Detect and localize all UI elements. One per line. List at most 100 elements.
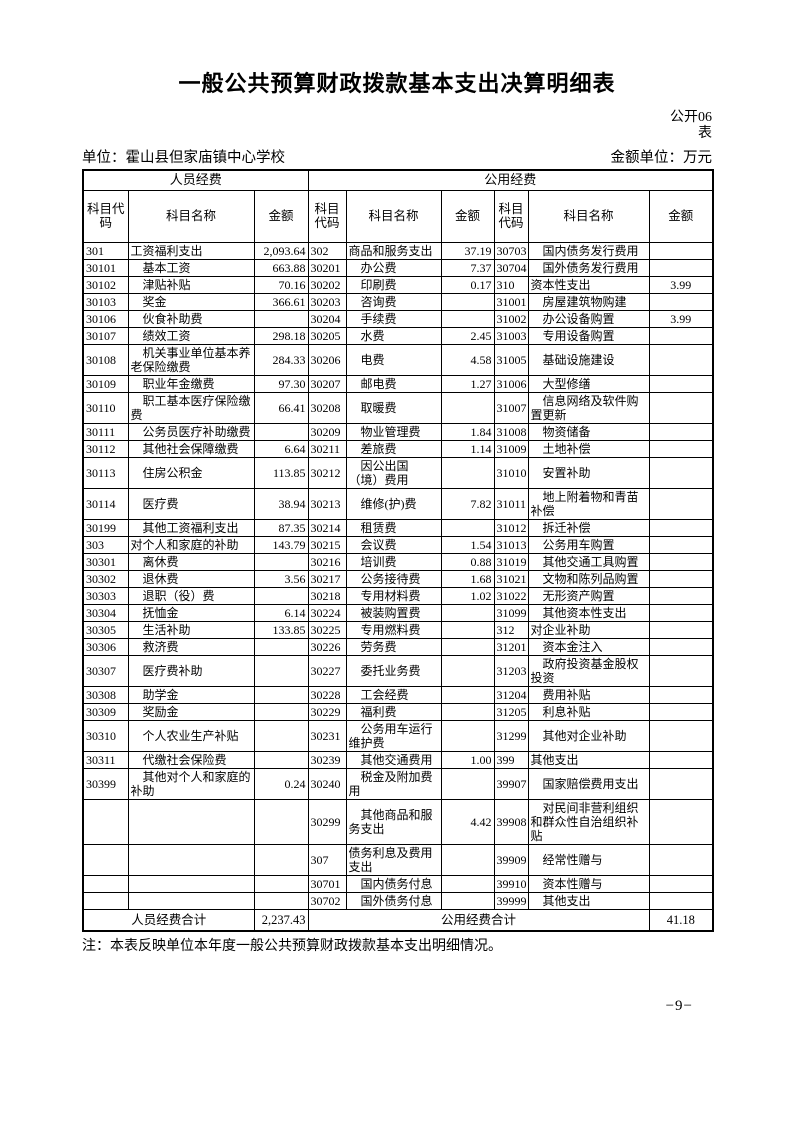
cell-name: 商品和服务支出 [345,241,442,260]
table-row: 30110 职工基本医疗保险缴费 66.41 30208 取暖费 31007 信息网络及软件… [82,391,714,424]
cell-amount: 133.85 [253,620,309,639]
cell-name: 其他资本性支出 [527,603,650,622]
cell-amount [648,343,714,376]
cell-code: 31007 [493,391,529,424]
cell-code: 30211 [307,439,347,458]
cell-name: 医疗费补助 [127,654,255,687]
table-group-header-row: 人员经费 公用经费 [82,169,714,191]
cell-amount: 6.64 [253,439,309,458]
cell-code: 30307 [82,654,129,687]
table-row: 30106 伙食补助费 30204 手续费 31002 办公设备购置 3.99 [82,309,714,328]
cell-code: 39907 [493,767,529,800]
cell-amount: 97.30 [253,374,309,393]
cell-amount: 3.99 [648,275,714,294]
cell-code: 30299 [307,798,347,845]
cell-name: 退职（役）费 [127,586,255,605]
cell-code: 31003 [493,326,529,345]
cell-amount [440,309,495,328]
table-row: 307 债务利息及费用支出 39909 经常性赠与 [82,843,714,876]
cell-code: 30240 [307,767,347,800]
cell-name: 其他商品和服务支出 [345,798,442,845]
table-row: 30102 津贴补贴 70.16 30202 印刷费 0.17 310 资本性支出 3.99 [82,275,714,294]
cell-name: 资本金注入 [527,637,650,656]
table-row: 30303 退职（役）费 30218 专用材料费 1.02 31022 无形资产购置 [82,586,714,605]
cell-amount: 3.99 [648,309,714,328]
cell-amount [440,637,495,656]
cell-amount: 1.02 [440,586,495,605]
table-row: 30301 离休费 30216 培训费 0.88 31019 其他交通工具购置 [82,552,714,571]
cell-code [82,874,129,893]
cell-code: 30399 [82,767,129,800]
cell-amount [253,798,309,845]
cell-amount [648,874,714,893]
group-header-public: 公用经费 [307,169,714,191]
cell-amount: 284.33 [253,343,309,376]
cell-name: 其他支出 [527,891,650,910]
cell-amount [253,309,309,328]
cell-code: 31204 [493,685,529,704]
cell-amount [253,637,309,656]
cell-name: 培训费 [345,552,442,571]
table-row: 30114 医疗费 38.94 30213 维修(护)费 7.82 31011 地上附着物和青… [82,487,714,520]
cell-name: 土地补偿 [527,439,650,458]
cell-name: 其他对个人和家庭的补助 [127,767,255,800]
cell-amount [648,292,714,311]
cell-name: 其他社会保障缴费 [127,439,255,458]
cell-code: 31011 [493,487,529,520]
cell-amount [648,750,714,769]
cell-amount: 1.84 [440,422,495,441]
table-row: 30112 其他社会保障缴费 6.64 30211 差旅费 1.14 31009 土地补偿 [82,439,714,458]
cell-name: 代缴社会保险费 [127,750,255,769]
cell-name: 经常性赠与 [527,843,650,876]
cell-code: 30214 [307,518,347,537]
cell-amount: 1.68 [440,569,495,588]
cell-code: 30101 [82,258,129,277]
table-row: 30199 其他工资福利支出 87.35 30214 租赁费 31012 拆迁补偿 [82,518,714,537]
table-row: 30399 其他对个人和家庭的补助 0.24 30240 税金及附加费用 39907 国家赔… [82,767,714,800]
cell-code: 30227 [307,654,347,687]
cell-name: 公务接待费 [345,569,442,588]
cell-name: 咨询费 [345,292,442,311]
cell-amount [253,685,309,704]
cell-amount [440,620,495,639]
cell-code: 30103 [82,292,129,311]
cell-name: 邮电费 [345,374,442,393]
cell-name: 基础设施建设 [527,343,650,376]
cell-amount [440,843,495,876]
doc-code-line2: 表 [698,126,712,141]
cell-code: 30213 [307,487,347,520]
col-header-code: 科目代码 [82,189,129,243]
cell-code: 31019 [493,552,529,571]
cell-code: 30311 [82,750,129,769]
cell-code: 30102 [82,275,129,294]
cell-amount: 0.24 [253,767,309,800]
cell-code: 31013 [493,535,529,554]
cell-code: 30217 [307,569,347,588]
cell-code: 31002 [493,309,529,328]
col-header-code: 科目代码 [493,189,529,243]
cell-name: 资本性支出 [527,275,650,294]
cell-name: 奖励金 [127,702,255,721]
table-row: 30107 绩效工资 298.18 30205 水费 2.45 31003 专用设备购置 [82,326,714,345]
cell-code: 31205 [493,702,529,721]
cell-code: 30206 [307,343,347,376]
cell-amount: 4.42 [440,798,495,845]
public-total-amount: 41.18 [648,908,714,932]
cell-name: 机关事业单位基本养老保险缴费 [127,343,255,376]
cell-code: 30107 [82,326,129,345]
cell-amount [253,552,309,571]
cell-code: 30308 [82,685,129,704]
cell-code: 312 [493,620,529,639]
cell-code: 30218 [307,586,347,605]
cell-code: 30226 [307,637,347,656]
table-row: 30307 医疗费补助 30227 委托业务费 31203 政府投资基金股权投资 [82,654,714,687]
cell-code: 30701 [307,874,347,893]
cell-name [127,891,255,910]
cell-code: 30216 [307,552,347,571]
cell-name: 其他对企业补助 [527,719,650,752]
cell-amount: 366.61 [253,292,309,311]
cell-amount [253,702,309,721]
cell-name: 税金及附加费用 [345,767,442,800]
cell-name: 差旅费 [345,439,442,458]
